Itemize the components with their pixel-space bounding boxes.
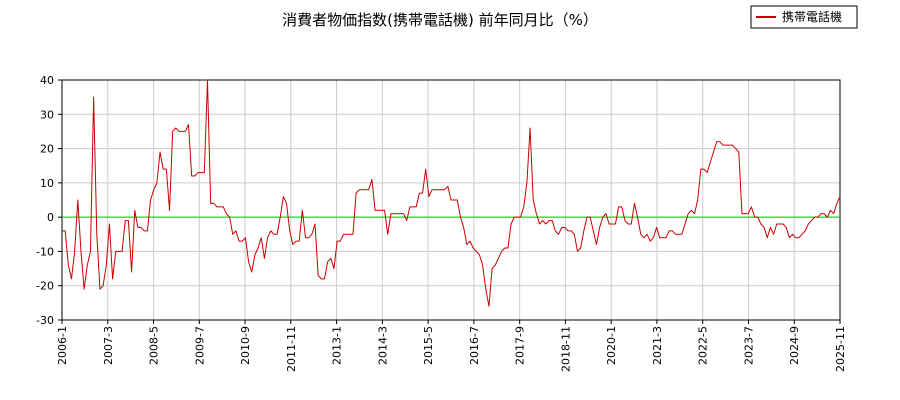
x-tick-label: 2006-1 — [56, 326, 69, 365]
x-tick-label: 2018-11 — [559, 326, 572, 372]
x-tick-label: 2024-9 — [788, 326, 801, 365]
y-tick-label: 30 — [40, 108, 54, 121]
legend-box — [750, 5, 858, 29]
x-tick-label: 2010-9 — [239, 326, 252, 365]
axes — [58, 79, 841, 324]
series-layer — [62, 79, 841, 307]
x-tick-labels: 2006-1 2007-3 2008-5 2009-7 2010-9 2011-11 201… — [56, 326, 847, 372]
y-tick-label: -10 — [36, 245, 54, 258]
y-tick-labels: 40 30 20 10 0 -10 -20 -30 — [36, 74, 54, 327]
x-tick-label: 2016-7 — [468, 326, 481, 365]
y-tick-label: 20 — [40, 143, 54, 156]
x-tick-label: 2008-5 — [148, 326, 161, 365]
x-tick-label: 2014-3 — [376, 326, 389, 365]
legend-label: 携帯電話機 — [782, 9, 842, 24]
x-tick-label: 2025-11 — [834, 326, 847, 372]
x-tick-label: 2011-11 — [285, 326, 298, 372]
legend: 携帯電話機 — [750, 5, 858, 29]
y-tick-label: 0 — [47, 211, 54, 224]
chart-title: 消費者物価指数(携帯電話機) 前年同月比（%） — [282, 11, 598, 29]
x-tick-label: 2017-9 — [514, 326, 527, 365]
x-tick-label: 2023-7 — [742, 326, 755, 365]
x-tick-label: 2022-5 — [697, 326, 710, 365]
y-tick-label: 40 — [40, 74, 54, 87]
x-tick-label: 2015-5 — [422, 326, 435, 365]
y-tick-label: 10 — [40, 177, 54, 190]
x-tick-label: 2009-7 — [193, 326, 206, 365]
x-tick-label: 2020-1 — [605, 326, 618, 365]
x-tick-label: 2007-3 — [102, 326, 115, 365]
y-tick-label: -20 — [36, 280, 54, 293]
plot-frame — [61, 79, 841, 321]
x-tick-label: 2013-1 — [331, 326, 344, 365]
series-line — [62, 79, 841, 307]
grid — [61, 79, 841, 321]
x-tick-label: 2021-3 — [651, 326, 664, 365]
y-tick-label: -30 — [36, 314, 54, 327]
